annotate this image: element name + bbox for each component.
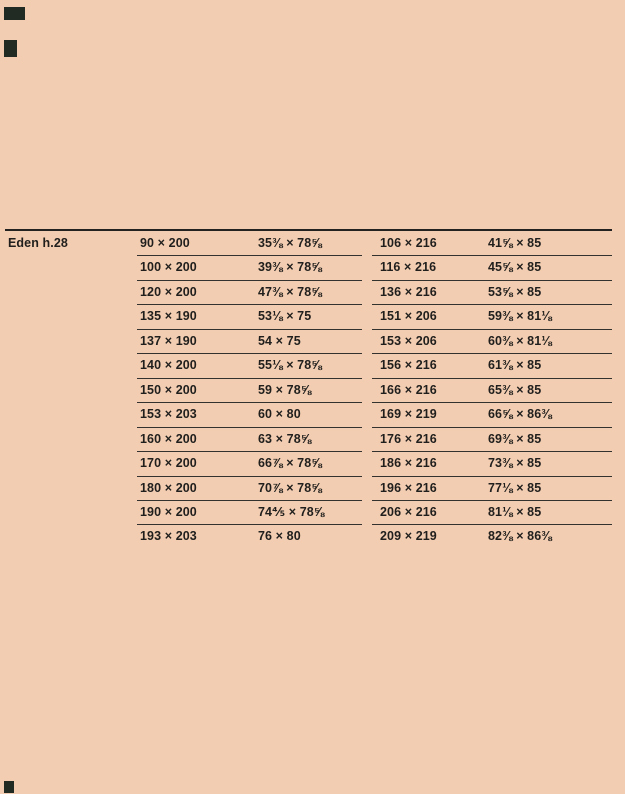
table-cell-mattress_cm: 100 × 200 — [140, 260, 197, 275]
table-cell-overall_cm: 156 × 216 — [380, 358, 437, 373]
row-separator — [137, 353, 362, 355]
table-cell-overall_in: 60⅜ × 81⅛ — [488, 333, 552, 348]
row-separator — [372, 402, 612, 404]
row-separator — [137, 304, 362, 306]
table-cell-mattress_in: 66⅞ × 78⅝ — [258, 456, 322, 471]
table-top-rule — [5, 229, 612, 231]
row-separator — [137, 451, 362, 453]
table-cell-mattress_in: 39⅜ × 78⅝ — [258, 260, 322, 275]
table-cell-overall_cm: 206 × 216 — [380, 504, 437, 519]
row-separator — [372, 475, 612, 477]
corner-mark-bottom-icon — [4, 781, 14, 793]
table-cell-overall_cm: 196 × 216 — [380, 480, 437, 495]
table-cell-mattress_in: 63 × 78⅝ — [258, 431, 312, 446]
table-cell-mattress_cm: 137 × 190 — [140, 333, 197, 348]
row-separator — [372, 304, 612, 306]
table-cell-overall_in: 73⅜ × 85 — [488, 456, 542, 471]
model-label: Eden h.28 — [8, 236, 68, 250]
table-cell-overall_cm: 169 × 219 — [380, 407, 437, 422]
row-separator — [372, 377, 612, 379]
table-cell-mattress_in: 74⅘ × 78⅝ — [258, 504, 325, 519]
table-cell-mattress_cm: 140 × 200 — [140, 358, 197, 373]
table-cell-overall_cm: 186 × 216 — [380, 456, 437, 471]
row-separator — [372, 451, 612, 453]
row-separator — [372, 426, 612, 428]
table-cell-mattress_cm: 153 × 203 — [140, 407, 197, 422]
row-separator — [137, 377, 362, 379]
table-cell-overall_cm: 166 × 216 — [380, 382, 437, 397]
table-cell-overall_in: 69⅜ × 85 — [488, 431, 542, 446]
row-separator — [137, 255, 362, 257]
table-cell-overall_in: 53⅝ × 85 — [488, 284, 542, 299]
table-cell-overall_in: 59⅜ × 81⅛ — [488, 309, 552, 324]
table-cell-mattress_in: 60 × 80 — [258, 407, 301, 422]
table-cell-overall_cm: 116 × 216 — [380, 260, 437, 275]
table-cell-mattress_in: 53⅛ × 75 — [258, 309, 312, 324]
table-cell-mattress_in: 35⅜ × 78⅝ — [258, 236, 322, 250]
row-separator — [372, 279, 612, 281]
row-separator — [372, 499, 612, 501]
table-cell-overall_in: 81⅛ × 85 — [488, 504, 542, 519]
row-separator — [372, 353, 612, 355]
table-cell-overall_in: 82⅜ × 86⅜ — [488, 529, 552, 544]
table-cell-overall_cm: 153 × 206 — [380, 333, 437, 348]
table-cell-overall_cm: 136 × 216 — [380, 284, 437, 299]
table-cell-mattress_in: 54 × 75 — [258, 333, 301, 348]
row-separator — [372, 524, 612, 526]
table-cell-overall_in: 65⅜ × 85 — [488, 382, 542, 397]
table-cell-overall_cm: 151 × 206 — [380, 309, 437, 324]
table-cell-mattress_cm: 150 × 200 — [140, 382, 197, 397]
table-cell-overall_in: 61⅜ × 85 — [488, 358, 542, 373]
row-separator — [137, 328, 362, 330]
row-separator — [372, 328, 612, 330]
table-cell-mattress_in: 59 × 78⅝ — [258, 382, 312, 397]
row-separator — [137, 402, 362, 404]
table-cell-overall_cm: 176 × 216 — [380, 431, 437, 446]
table-cell-mattress_cm: 170 × 200 — [140, 456, 197, 471]
table-cell-mattress_cm: 135 × 190 — [140, 309, 197, 324]
table-cell-mattress_cm: 90 × 200 — [140, 236, 190, 250]
table-cell-mattress_cm: 120 × 200 — [140, 284, 197, 299]
table-cell-overall_in: 45⅝ × 85 — [488, 260, 542, 275]
table-cell-mattress_cm: 193 × 203 — [140, 529, 197, 544]
table-cell-mattress_cm: 180 × 200 — [140, 480, 197, 495]
row-separator — [137, 279, 362, 281]
table-cell-mattress_in: 70⅞ × 78⅝ — [258, 480, 322, 495]
corner-mark-top-icon — [4, 7, 25, 20]
row-separator — [137, 426, 362, 428]
table-cell-overall_cm: 209 × 219 — [380, 529, 437, 544]
table-cell-overall_in: 66⅝ × 86⅜ — [488, 407, 552, 422]
row-separator — [137, 475, 362, 477]
row-separator — [137, 524, 362, 526]
table-cell-mattress_cm: 190 × 200 — [140, 504, 197, 519]
corner-mark-upper-icon — [4, 40, 17, 57]
table-cell-overall_cm: 106 × 216 — [380, 236, 437, 250]
row-separator — [372, 255, 612, 257]
table-cell-overall_in: 41⅝ × 85 — [488, 236, 542, 250]
table-cell-mattress_in: 55⅛ × 78⅝ — [258, 358, 322, 373]
table-cell-overall_in: 77⅛ × 85 — [488, 480, 542, 495]
table-cell-mattress_in: 47⅜ × 78⅝ — [258, 284, 322, 299]
table-cell-mattress_cm: 160 × 200 — [140, 431, 197, 446]
table-cell-mattress_in: 76 × 80 — [258, 529, 301, 544]
row-separator — [137, 499, 362, 501]
